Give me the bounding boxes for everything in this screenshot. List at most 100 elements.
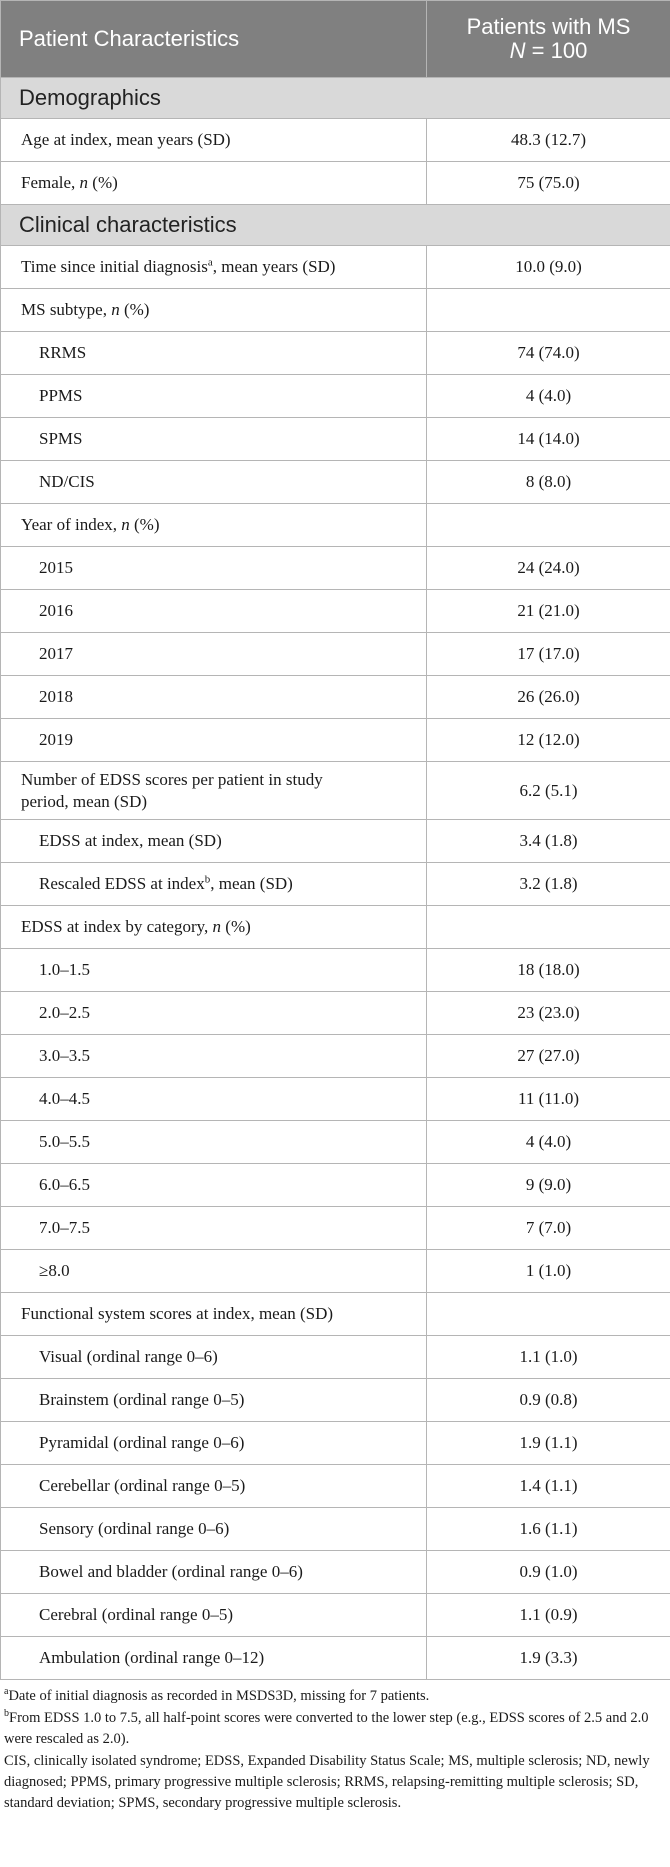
row-label: Visual (ordinal range 0–6) — [0, 1335, 427, 1379]
table-row: Visual (ordinal range 0–6) 1.1 (1.0) — [0, 1335, 670, 1379]
row-label-text: Sensory (ordinal range 0–6) — [39, 1519, 230, 1538]
row-label-text: EDSS at index, mean (SD) — [39, 831, 222, 850]
row-label: Number of EDSS scores per patient in stu… — [0, 761, 427, 820]
row-label-text: 2.0–2.5 — [39, 1003, 90, 1022]
footnote-b-marker: b — [4, 1708, 9, 1720]
footnote-b-text: From EDSS 1.0 to 7.5, all half-point sco… — [4, 1710, 649, 1747]
row-value: 4 (4.0) — [426, 374, 670, 418]
table-row: Pyramidal (ordinal range 0–6) 1.9 (1.1) — [0, 1421, 670, 1465]
table-row: 4.0–4.5 11 (11.0) — [0, 1077, 670, 1121]
table-row: Time since initial diagnosisa, mean year… — [0, 245, 670, 289]
row-label: 1.0–1.5 — [0, 948, 427, 992]
row-label: 7.0–7.5 — [0, 1206, 427, 1250]
row-label-suffix: , mean years (SD) — [212, 257, 336, 276]
row-label-text: 2015 — [39, 558, 73, 577]
characteristics-table-container: Patient Characteristics Patients with MS… — [0, 0, 670, 1814]
row-label: Female, n (%) — [0, 161, 427, 205]
row-label-text: Bowel and bladder (ordinal range 0–6) — [39, 1562, 303, 1581]
row-label: Age at index, mean years (SD) — [0, 118, 427, 162]
row-label: SPMS — [0, 417, 427, 461]
table-row: Year of index, n (%) — [0, 503, 670, 547]
table-row: Number of EDSS scores per patient in stu… — [0, 761, 670, 820]
row-value: 0.9 (0.8) — [426, 1378, 670, 1422]
row-value: 8 (8.0) — [426, 460, 670, 504]
row-value — [426, 503, 670, 547]
row-label-text: SPMS — [39, 429, 83, 448]
table-row: MS subtype, n (%) — [0, 288, 670, 332]
row-label: 3.0–3.5 — [0, 1034, 427, 1078]
table-row: PPMS 4 (4.0) — [0, 374, 670, 418]
row-value: 23 (23.0) — [426, 991, 670, 1035]
table-row: Brainstem (ordinal range 0–5) 0.9 (0.8) — [0, 1378, 670, 1422]
footnote-b: bFrom EDSS 1.0 to 7.5, all half-point sc… — [4, 1708, 662, 1750]
row-label-suffix: , mean (SD) — [210, 874, 293, 893]
row-value: 24 (24.0) — [426, 546, 670, 590]
table-row: 6.0–6.5 9 (9.0) — [0, 1163, 670, 1207]
row-label-text: 6.0–6.5 — [39, 1175, 90, 1194]
row-label-text: 1.0–1.5 — [39, 960, 90, 979]
table-row: Ambulation (ordinal range 0–12) 1.9 (3.3) — [0, 1636, 670, 1680]
row-value: 4 (4.0) — [426, 1120, 670, 1164]
row-value: 3.2 (1.8) — [426, 862, 670, 906]
row-label-footnote-marker: b — [204, 873, 211, 886]
row-label-text: 2016 — [39, 601, 73, 620]
row-label: Cerebellar (ordinal range 0–5) — [0, 1464, 427, 1508]
row-value: 48.3 (12.7) — [426, 118, 670, 162]
section-title: Demographics — [0, 77, 670, 119]
table-row: Functional system scores at index, mean … — [0, 1292, 670, 1336]
row-label-text: Pyramidal (ordinal range 0–6) — [39, 1433, 245, 1452]
table-row: 3.0–3.5 27 (27.0) — [0, 1034, 670, 1078]
row-value: 75 (75.0) — [426, 161, 670, 205]
row-label-text: Age at index, mean years (SD) — [21, 130, 231, 149]
row-label-text: PPMS — [39, 386, 83, 405]
row-label-suffix: (%) — [129, 515, 160, 534]
row-label: EDSS at index, mean (SD) — [0, 819, 427, 863]
row-label-italic: n — [79, 173, 89, 192]
table-row: EDSS at index by category, n (%) — [0, 905, 670, 949]
table-header-row: Patient Characteristics Patients with MS… — [0, 0, 670, 78]
header-patients-with-ms: Patients with MS N = 100 — [426, 0, 670, 78]
table-row: Female, n (%) 75 (75.0) — [0, 161, 670, 205]
row-label-text: Brainstem (ordinal range 0–5) — [39, 1390, 245, 1409]
table-row: 5.0–5.5 4 (4.0) — [0, 1120, 670, 1164]
row-label-footnote-marker: a — [207, 256, 213, 269]
table-row: Rescaled EDSS at indexb, mean (SD) 3.2 (1… — [0, 862, 670, 906]
header-patient-characteristics: Patient Characteristics — [0, 0, 427, 78]
row-value: 1.9 (1.1) — [426, 1421, 670, 1465]
row-label-text: 4.0–4.5 — [39, 1089, 90, 1108]
row-label-text: Time since initial diagnosis — [21, 257, 208, 276]
row-label-text: ND/CIS — [39, 472, 95, 491]
row-value: 3.4 (1.8) — [426, 819, 670, 863]
row-label-italic: n — [121, 515, 130, 534]
row-value — [426, 1292, 670, 1336]
row-value: 1 (1.0) — [426, 1249, 670, 1293]
section-header-row: Clinical characteristics — [0, 204, 670, 246]
footnote-a-text: Date of initial diagnosis as recorded in… — [8, 1688, 430, 1704]
table-footnotes: aDate of initial diagnosis as recorded i… — [0, 1680, 670, 1814]
row-value: 12 (12.0) — [426, 718, 670, 762]
row-label: EDSS at index by category, n (%) — [0, 905, 427, 949]
table-row: 1.0–1.5 18 (18.0) — [0, 948, 670, 992]
row-label: 5.0–5.5 — [0, 1120, 427, 1164]
row-label-text: 2018 — [39, 687, 73, 706]
row-label-text: RRMS — [39, 343, 87, 362]
section-title: Clinical characteristics — [0, 204, 670, 246]
row-label-text: 5.0–5.5 — [39, 1132, 90, 1151]
table-row: 2.0–2.5 23 (23.0) — [0, 991, 670, 1035]
row-label-text: Cerebellar (ordinal range 0–5) — [39, 1476, 246, 1495]
table-row: ND/CIS 8 (8.0) — [0, 460, 670, 504]
row-value: 17 (17.0) — [426, 632, 670, 676]
table-row: ≥8.0 1 (1.0) — [0, 1249, 670, 1293]
footnote-a-marker: a — [4, 1686, 9, 1698]
row-label-text: ≥8.0 — [39, 1261, 70, 1280]
row-value: 0.9 (1.0) — [426, 1550, 670, 1594]
row-label-italic: n — [212, 917, 222, 936]
row-label-text: 7.0–7.5 — [39, 1218, 90, 1237]
table-row: Bowel and bladder (ordinal range 0–6) 0.9… — [0, 1550, 670, 1594]
row-value: 27 (27.0) — [426, 1034, 670, 1078]
row-label: 2016 — [0, 589, 427, 633]
row-label: Rescaled EDSS at indexb, mean (SD) — [0, 862, 427, 906]
row-label-line2: period, mean (SD) — [21, 791, 148, 811]
row-value: 1.1 (0.9) — [426, 1593, 670, 1637]
row-label-text: Year of index, — [21, 515, 122, 534]
